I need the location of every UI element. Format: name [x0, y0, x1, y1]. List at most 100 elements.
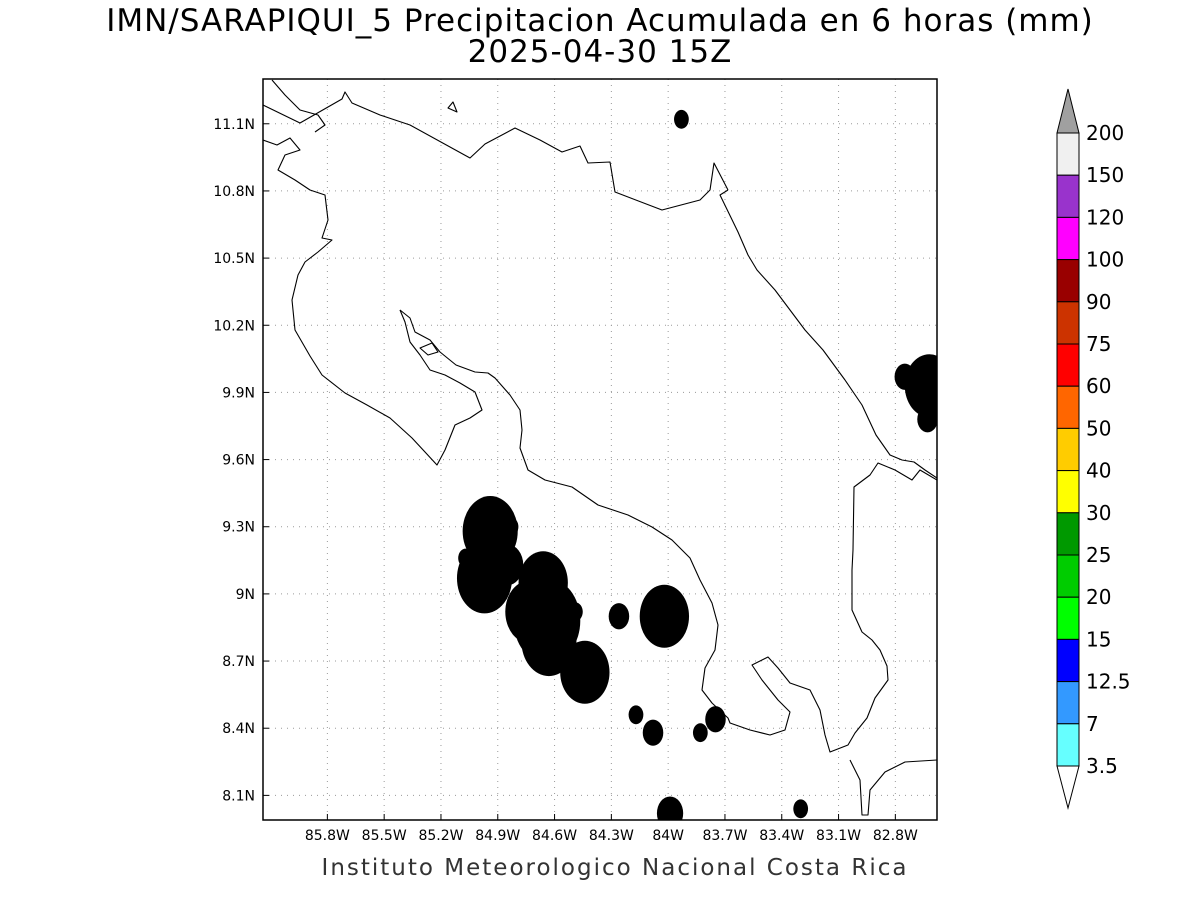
colorbar-bin	[1056, 596, 1080, 640]
colorbar-label: 12.5	[1086, 670, 1131, 694]
lon-tick-label: 84.6W	[532, 828, 577, 844]
lat-tick-label: 9.9N	[222, 385, 255, 401]
precip-cell	[674, 109, 689, 129]
longitude-axis: 85.8W 85.5W 85.2W 84.9W 84.6W 84.3W 84W 83.7W 83…	[305, 814, 918, 844]
lat-tick-label: 10.5N	[213, 251, 255, 267]
colorbar-label: 3.5	[1086, 754, 1118, 778]
precip-contour	[612, 608, 626, 625]
latitude-axis: 11.1N 10.8N 10.5N 10.2N 9.9N 9.6N 9.3N 9N 8.7N 8.…	[213, 117, 269, 804]
colorbar-bin	[1056, 427, 1080, 472]
precip-cell	[917, 406, 937, 433]
precip-contour	[664, 805, 677, 820]
precip-contour	[484, 524, 496, 538]
colorbar-bin	[1056, 343, 1080, 387]
lat-tick-label: 10.2N	[213, 318, 255, 334]
precip-cell	[628, 705, 644, 725]
precip-cell	[521, 605, 577, 677]
precip-contour	[793, 799, 809, 819]
colorbar-label: 60	[1086, 374, 1111, 398]
precip-contour	[924, 378, 935, 393]
colorbar-bin	[1056, 174, 1080, 218]
map-frame	[262, 78, 938, 821]
lat-tick-label: 8.1N	[222, 788, 255, 804]
precip-contour	[501, 557, 514, 573]
colorbar-legend: 200 150 120 100 90 75 60 50 40 30 25 20 15 12.5 7 3.5	[1056, 88, 1131, 810]
precip-cell	[692, 723, 708, 743]
precip-contour	[708, 710, 723, 728]
northwest-coast	[263, 137, 483, 466]
precip-cell	[894, 363, 916, 390]
colorbar-label: 7	[1086, 712, 1099, 736]
precip-cell	[568, 602, 583, 622]
precipitation-field	[456, 109, 937, 820]
lat-tick-label: 9.6N	[222, 453, 255, 469]
panama-coast	[849, 759, 937, 816]
nicaragua-coast-nw	[271, 79, 326, 133]
lon-tick-label: 83.1W	[816, 828, 861, 844]
precip-contour	[579, 665, 591, 680]
lon-tick-label: 83.4W	[759, 828, 804, 844]
precip-contour	[568, 602, 583, 622]
lon-tick-label: 84.3W	[589, 828, 634, 844]
precip-contour	[658, 609, 670, 624]
precip-contour	[921, 411, 935, 428]
coastlines-and-borders	[263, 79, 937, 816]
colorbar-label: 50	[1086, 416, 1111, 440]
precip-cell	[639, 584, 690, 648]
lon-tick-label: 82.8W	[873, 828, 918, 844]
precip-cell	[560, 640, 610, 704]
colorbar-top-arrow	[1056, 88, 1080, 134]
precip-cell	[705, 706, 726, 733]
lat-tick-label: 9.3N	[222, 520, 255, 536]
colorbar-bin	[1056, 554, 1080, 598]
precip-contour	[543, 634, 555, 648]
colorbar-label: 75	[1086, 332, 1111, 356]
precip-cell	[503, 517, 519, 537]
colorbar-bin	[1056, 385, 1080, 429]
precip-cell	[656, 796, 684, 820]
colorbar-label: 40	[1086, 459, 1111, 483]
colorbar-label: 150	[1086, 163, 1124, 187]
lat-tick-label: 8.7N	[222, 654, 255, 670]
precip-contour	[628, 705, 644, 725]
lat-tick-label: 9N	[236, 587, 255, 603]
colorbar-bin	[1056, 638, 1080, 683]
lon-tick-label: 85.2W	[418, 828, 463, 844]
precip-cell	[793, 799, 809, 819]
precip-cell	[642, 719, 664, 746]
precip-contour	[898, 368, 912, 386]
map-title: IMN/SARAPIQUI_5 Precipitacion Acumulada …	[106, 3, 1094, 39]
precip-cell	[608, 603, 630, 630]
lon-tick-label: 85.5W	[362, 828, 407, 844]
lon-tick-label: 84W	[652, 828, 684, 844]
lat-tick-label: 11.1N	[213, 117, 255, 133]
colorbar-label: 120	[1086, 205, 1124, 229]
precip-contour	[692, 723, 708, 743]
lon-tick-label: 83.7W	[702, 828, 747, 844]
precip-contour	[458, 548, 473, 568]
gulf-of-nicoya-coast	[399, 309, 937, 753]
colorbar-label: 200	[1086, 121, 1124, 145]
colorbar-bin	[1056, 132, 1080, 176]
colorbar-bottom-arrow	[1056, 765, 1080, 810]
lake-outline	[419, 342, 439, 356]
lon-tick-label: 85.8W	[305, 828, 350, 844]
map-valid-time: 2025-04-30 15Z	[467, 34, 733, 70]
lat-tick-label: 8.4N	[222, 721, 255, 737]
colorbar-bin	[1056, 681, 1080, 725]
colorbar-label: 90	[1086, 290, 1111, 314]
colorbar-label: 20	[1086, 585, 1111, 609]
footer-credit: Instituto Meteorologico Nacional Costa R…	[321, 855, 909, 881]
precip-contour	[674, 109, 689, 129]
graticule	[263, 79, 937, 820]
precip-contour	[479, 571, 490, 585]
precip-contour	[503, 517, 519, 537]
precip-cell	[491, 544, 524, 586]
nicaragua-border	[263, 91, 729, 211]
colorbar-bin	[1056, 723, 1080, 767]
caribbean-coast	[719, 189, 937, 479]
lat-tick-label: 10.8N	[213, 184, 255, 200]
precip-contour	[646, 724, 660, 741]
colorbar-label: 15	[1086, 627, 1111, 651]
